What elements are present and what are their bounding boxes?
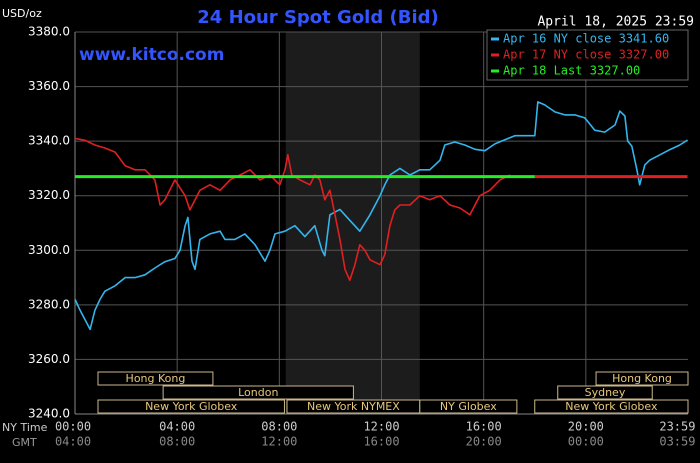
y-tick-label: 3380.0 <box>28 25 70 39</box>
x-axis-label: NY Time <box>2 421 48 434</box>
x2-tick-label: 16:00 <box>363 435 399 449</box>
session-box <box>97 371 214 386</box>
x2-tick-label: 12:00 <box>261 435 297 449</box>
session-box <box>97 399 285 414</box>
legend-label: Apr 17 NY close 3327.00 <box>503 48 669 62</box>
x-tick-label: 00:00 <box>55 420 91 434</box>
session-box <box>419 399 518 414</box>
x2-tick-label: 08:00 <box>159 435 195 449</box>
session-label: New York NYMEX <box>307 400 400 413</box>
x2-axis-label: GMT <box>12 436 37 449</box>
x-tick-label: 20:00 <box>568 420 604 434</box>
x-tick-label: 08:00 <box>261 420 297 434</box>
x2-tick-label: 20:00 <box>466 435 502 449</box>
x2-tick-label: 00:00 <box>568 435 604 449</box>
legend-label: Apr 18 Last 3327.00 <box>503 64 640 78</box>
y-tick-label: 3300.0 <box>28 243 70 257</box>
session-box <box>557 385 653 400</box>
x-tick-label: 16:00 <box>466 420 502 434</box>
session-label: Hong Kong <box>612 372 672 385</box>
y-tick-label: 3280.0 <box>28 297 70 311</box>
y-axis-label: USD/oz <box>2 7 42 20</box>
x2-tick-label: 04:00 <box>55 435 91 449</box>
session-box <box>534 399 689 414</box>
session-label: Hong Kong <box>126 372 186 385</box>
session-box <box>162 385 354 400</box>
x-tick-label: 12:00 <box>363 420 399 434</box>
y-tick-label: 3360.0 <box>28 79 70 93</box>
chart-date: April 18, 2025 23:59 <box>537 15 694 30</box>
y-tick-label: 3260.0 <box>28 352 70 366</box>
session-label: New York Globex <box>565 400 658 413</box>
y-tick-label: 3240.0 <box>28 407 70 421</box>
watermark: www.kitco.com <box>79 45 224 65</box>
x-tick-label: 04:00 <box>159 420 195 434</box>
y-tick-label: 3340.0 <box>28 134 70 148</box>
session-label: New York Globex <box>145 400 238 413</box>
series-line <box>74 137 511 282</box>
chart-title: 24 Hour Spot Gold (Bid) <box>197 7 438 28</box>
session-label: NY Globex <box>440 400 497 413</box>
x2-tick-label: 03:59 <box>659 435 695 449</box>
series-line <box>74 101 688 331</box>
x-tick-label: 23:59 <box>659 420 695 434</box>
legend-label: Apr 16 NY close 3341.60 <box>503 32 669 46</box>
session-label: Sydney <box>585 386 626 399</box>
session-box <box>595 371 689 386</box>
legend-box <box>486 29 689 81</box>
y-tick-label: 3320.0 <box>28 188 70 202</box>
session-label: London <box>238 386 278 399</box>
